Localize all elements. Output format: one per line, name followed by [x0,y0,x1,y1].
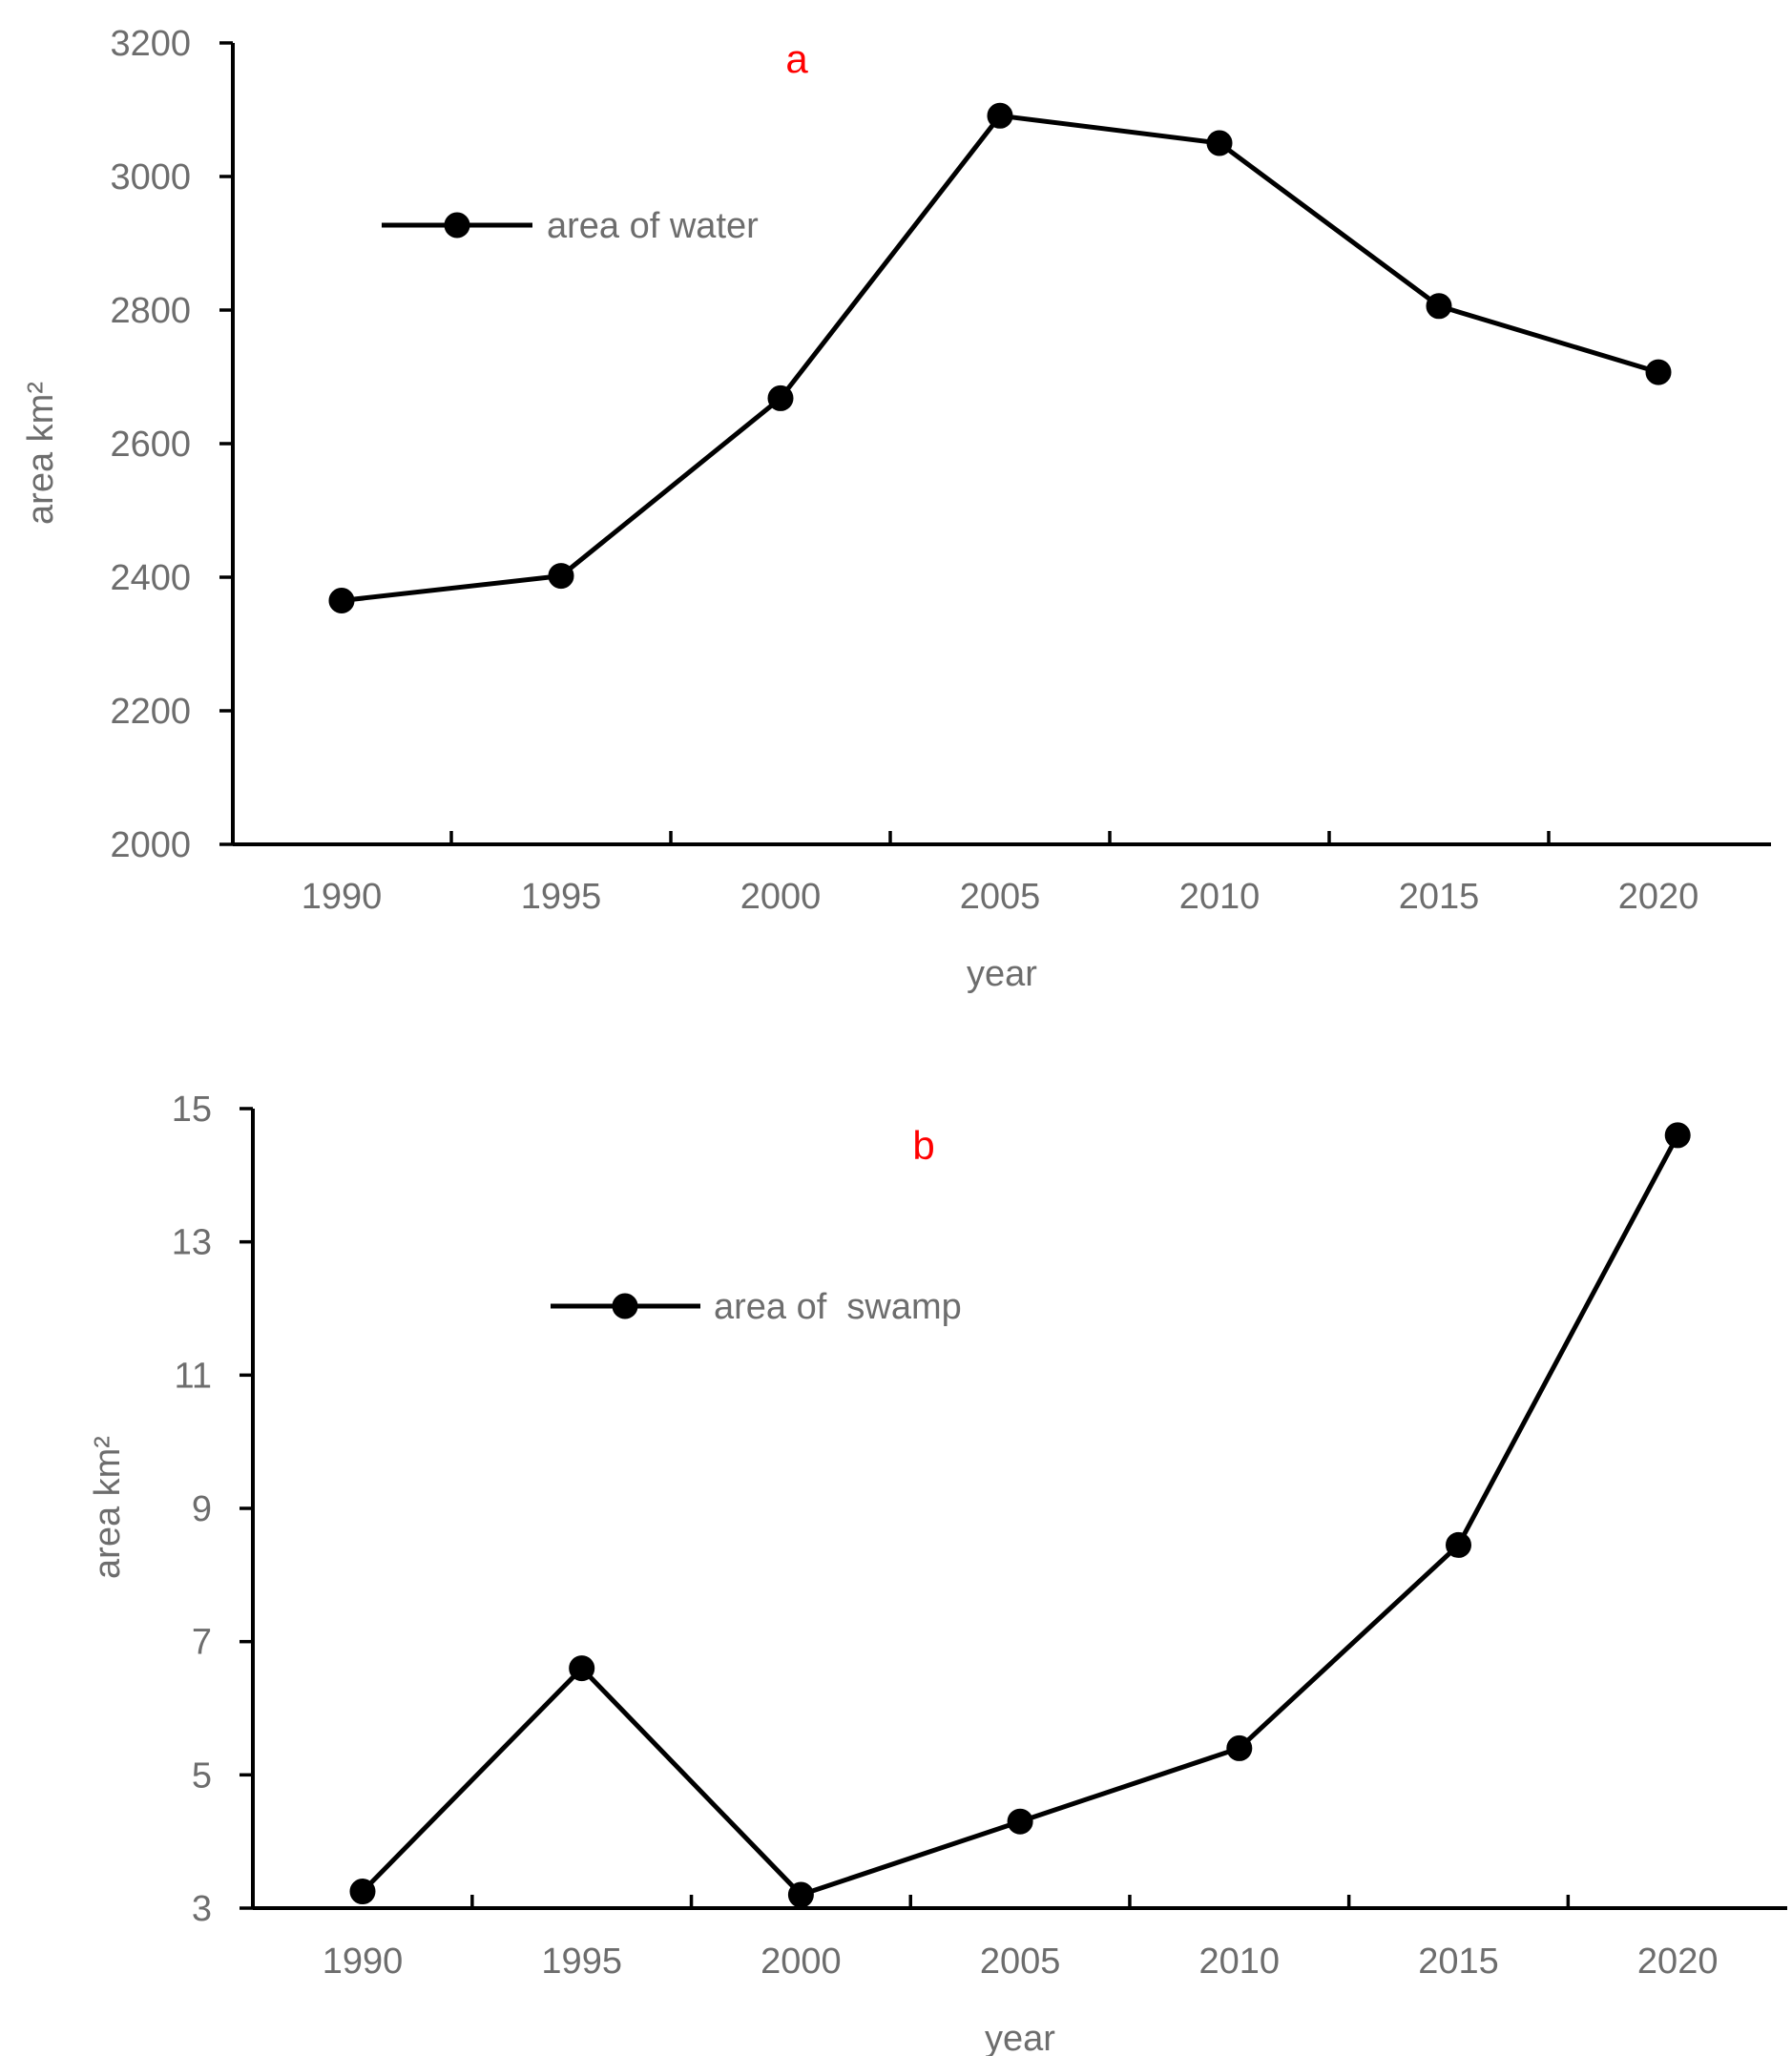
x-tick-label: 2005 [960,877,1041,917]
data-point [1446,1531,1471,1558]
legend: area of water [382,206,759,246]
data-point [1007,1808,1033,1835]
data-point [328,588,355,613]
data-point [987,102,1013,129]
x-tick-label: 2000 [740,877,822,917]
y-axis-title: area km² [88,1436,128,1579]
x-tick-label: 2020 [1637,1942,1719,1982]
legend-marker [612,1293,638,1319]
x-tick-label: 2015 [1399,877,1480,917]
panel-label: a [785,36,808,81]
legend-label: area of water [547,206,759,246]
data-point [1226,1734,1253,1761]
y-tick-label: 15 [172,1090,212,1130]
data-point [767,384,794,411]
y-axis-title: area km² [21,382,61,525]
y-tick-label: 3200 [110,24,191,64]
y-tick-label: 3 [192,1889,212,1929]
y-tick-label: 13 [172,1223,212,1263]
series-line [361,1133,1680,1898]
x-tick-label: 2005 [980,1942,1061,1982]
chart-panel-b: 3 5 7 9 11 13 15 1990 1995 2000 2005 2010 2015 2020 ye… [88,1090,1787,2056]
y-tick-label: 5 [192,1755,212,1796]
y-tick-label: 2000 [110,825,191,865]
data-point [548,563,574,590]
data-point [787,1881,814,1908]
legend: area of swamp [551,1287,962,1327]
x-tick-label: 1995 [521,877,602,917]
data-point [569,1655,595,1682]
y-tick-label: 2400 [110,558,191,598]
x-tick-label: 2010 [1199,1942,1281,1982]
x-axis-title: year [985,2019,1055,2056]
x-tick-label: 1990 [302,877,383,917]
data-point [1645,359,1672,385]
panel-label: b [912,1123,934,1168]
legend-marker [444,212,470,239]
y-tick-label: 2800 [110,291,191,331]
x-tick-label: 2010 [1179,877,1261,917]
data-point [349,1879,376,1905]
series-line [341,113,1659,603]
x-tick-label: 1990 [323,1942,404,1982]
chart-panel-a: 2000 2200 2400 2600 2800 3000 3200 1990 1995 2000… [21,24,1771,994]
data-point [1664,1122,1691,1149]
y-tick-label: 11 [175,1356,212,1396]
x-tick-label: 1995 [541,1942,622,1982]
x-tick-label: 2000 [761,1942,842,1982]
legend-label: area of swamp [714,1287,962,1327]
y-tick-label: 2600 [110,425,191,465]
y-tick-label: 3000 [110,157,191,197]
y-tick-label: 2200 [110,692,191,732]
x-tick-label: 2015 [1418,1942,1499,1982]
y-tick-label: 9 [192,1489,212,1529]
x-axis-title: year [967,954,1037,994]
data-point [1426,293,1452,320]
y-tick-label: 7 [192,1623,212,1663]
x-tick-label: 2020 [1618,877,1699,917]
data-point [1206,130,1233,156]
